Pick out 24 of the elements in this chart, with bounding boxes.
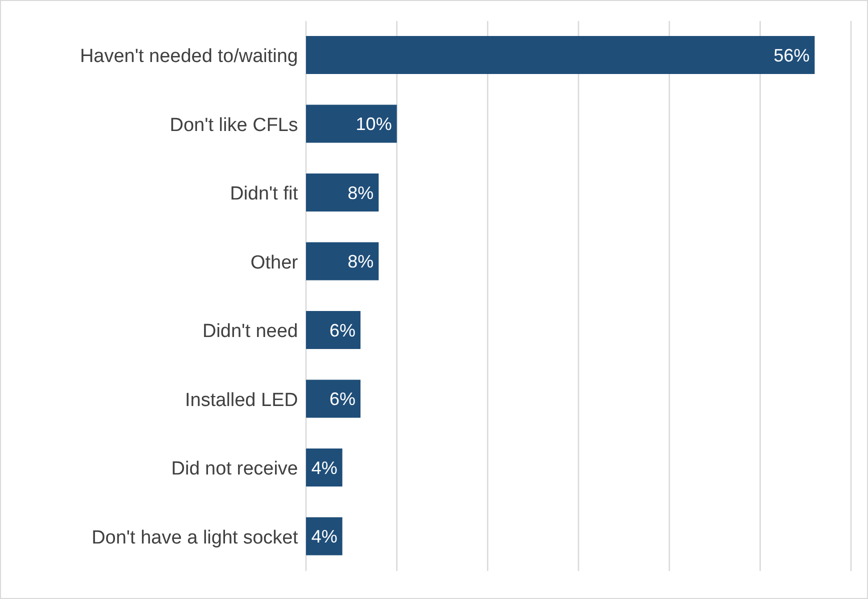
y-tick-label: Didn't fit	[230, 184, 299, 205]
y-tick-label: Did not receive	[171, 458, 298, 480]
data-label: 4%	[311, 458, 338, 478]
bar	[306, 36, 815, 74]
y-tick-label: Don't like CFLs	[170, 114, 298, 136]
bar	[306, 311, 360, 349]
data-label: 10%	[356, 114, 392, 134]
y-tick-label: Don't have a light socket	[92, 527, 299, 548]
bar	[306, 174, 379, 212]
data-label: 4%	[311, 526, 338, 547]
y-tick-label: Other	[250, 252, 299, 274]
y-tick-label: Haven't needed to/waiting	[80, 46, 298, 68]
y-tick-label: Didn't need	[202, 321, 298, 342]
bar	[306, 380, 360, 418]
data-label: 6%	[329, 389, 356, 410]
bar	[306, 517, 342, 556]
data-label: 8%	[348, 182, 374, 203]
data-label: 8%	[348, 252, 374, 272]
bar	[306, 448, 342, 486]
y-tick-label: Installed LED	[184, 390, 298, 411]
bar	[306, 242, 379, 280]
bar	[306, 104, 397, 143]
data-label: 6%	[329, 320, 356, 340]
data-label: 56%	[774, 45, 810, 66]
